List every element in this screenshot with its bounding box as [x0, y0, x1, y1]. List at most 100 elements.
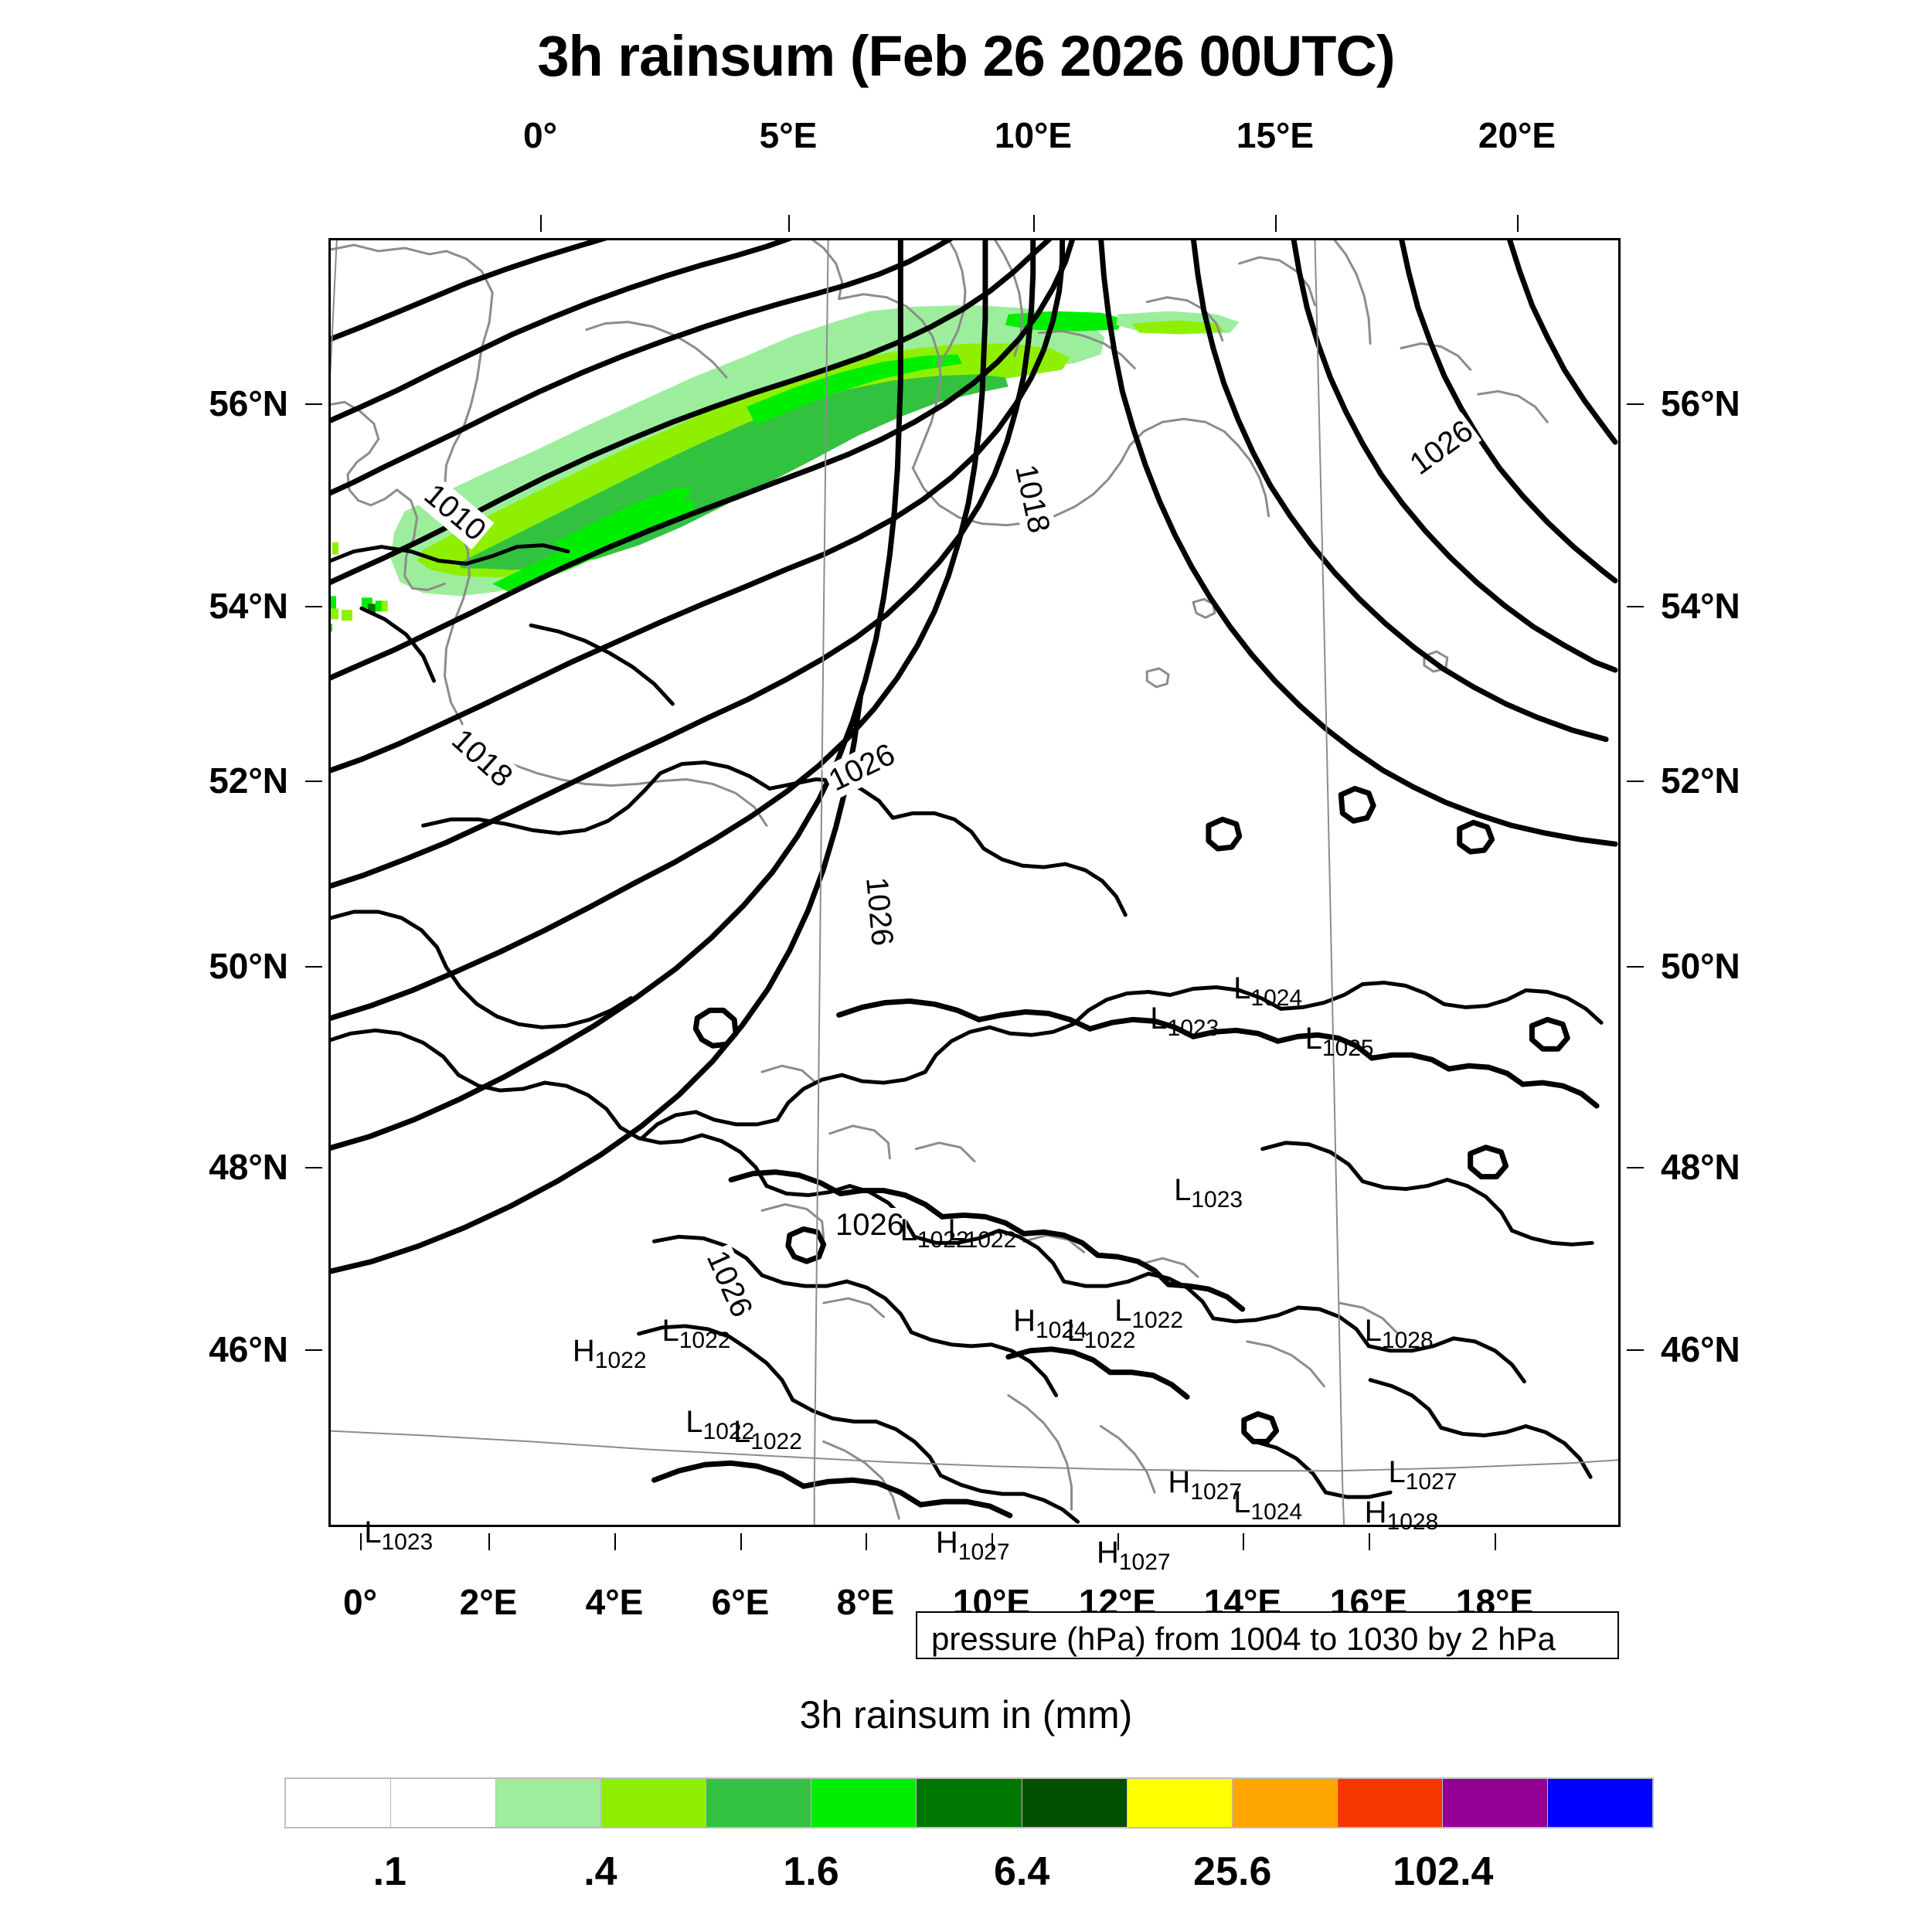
- axis-tick: [866, 1533, 867, 1550]
- top-axis-label-3: 15°E: [1236, 115, 1315, 155]
- pressure-center-type: L: [1233, 971, 1251, 1006]
- pressure-center-value: 1028: [1381, 1328, 1434, 1354]
- colorbar-cell-9[interactable]: [1232, 1779, 1338, 1827]
- colorbar[interactable]: [284, 1777, 1654, 1828]
- axis-tick: [992, 1533, 993, 1550]
- colorbar-cell-2[interactable]: [496, 1779, 602, 1827]
- left-axis-label-0: 56°N: [209, 383, 288, 423]
- pressure-center-value: 1027: [957, 1539, 1010, 1565]
- pressure-center-h-9: H1024: [1013, 1305, 1087, 1342]
- pressure-center-type: H: [935, 1526, 958, 1560]
- top-axis-label-0: 0°: [523, 115, 557, 155]
- colorbar-cell-6[interactable]: [917, 1779, 1022, 1827]
- axis-tick: [1117, 1533, 1119, 1550]
- pressure-center-value: 1027: [1190, 1478, 1243, 1505]
- axis-tick: [488, 1533, 490, 1550]
- colorbar-cell-8[interactable]: [1127, 1779, 1233, 1827]
- top-axis-label-2: 10°E: [994, 115, 1073, 155]
- pressure-center-type: L: [1388, 1454, 1406, 1489]
- axis-tick: [1627, 403, 1644, 405]
- pressure-center-type: H: [572, 1334, 595, 1369]
- axis-tick: [540, 215, 542, 232]
- pressure-center-value: 1024: [1250, 985, 1303, 1012]
- pressure-center-type: H: [1364, 1495, 1387, 1529]
- pressure-center-h-19: H1027: [936, 1527, 1010, 1564]
- axis-tick: [305, 606, 322, 607]
- pressure-center-l-6: L1022: [1114, 1295, 1183, 1332]
- bottom-axis-label-2: 4°E: [585, 1582, 644, 1622]
- pressure-center-l-11: L1028: [1365, 1315, 1434, 1352]
- page-title: 3h rainsum (Feb 26 2026 00UTC): [537, 24, 1395, 88]
- pressure-center-l-16: L1027: [1389, 1457, 1458, 1494]
- right-axis-label-2: 52°N: [1661, 760, 1740, 801]
- pressure-center-value: 1022: [964, 1227, 1017, 1253]
- pressure-center-l-3: L1023: [1174, 1175, 1243, 1212]
- pressure-center-type: H: [1013, 1304, 1036, 1338]
- pressure-center-value: 1024: [1035, 1318, 1087, 1344]
- pressure-center-value: 1027: [1118, 1549, 1171, 1576]
- colorbar-cell-4[interactable]: [706, 1779, 812, 1827]
- pressure-center-l-7: L1022: [662, 1315, 730, 1352]
- pressure-center-value: 1025: [1321, 1036, 1374, 1062]
- right-axis-label-4: 48°N: [1661, 1147, 1740, 1187]
- colorbar-cell-11[interactable]: [1442, 1779, 1548, 1827]
- bottom-axis-label-3: 6°E: [711, 1582, 770, 1622]
- right-axis-label-3: 50°N: [1661, 946, 1740, 986]
- pressure-center-h-8: H1022: [573, 1335, 647, 1372]
- axis-tick: [614, 1533, 616, 1550]
- axis-tick: [1033, 215, 1035, 232]
- pressure-center-h-17: H1028: [1365, 1497, 1439, 1534]
- pressure-center-value: 1023: [381, 1529, 434, 1555]
- bottom-axis-label-0: 0°: [343, 1582, 377, 1622]
- pressure-center-value: 1024: [1250, 1498, 1303, 1525]
- left-axis-label-2: 52°N: [209, 760, 288, 801]
- pressure-center-value: 1022: [594, 1348, 647, 1374]
- axis-tick: [1243, 1533, 1244, 1550]
- colorbar-cell-5[interactable]: [811, 1779, 917, 1827]
- pressure-center-value: 1027: [1405, 1468, 1458, 1495]
- pressure-center-type: L: [662, 1314, 679, 1349]
- pressure-center-type: L: [1066, 1314, 1084, 1349]
- pressure-center-type: L: [947, 1213, 965, 1248]
- pressure-center-h-14: H1027: [1168, 1467, 1242, 1504]
- map-graphic: [331, 240, 1618, 1525]
- colorbar-cell-7[interactable]: [1022, 1779, 1128, 1827]
- axis-tick: [360, 1533, 362, 1550]
- colorbar-label-4: 25.6: [1193, 1849, 1272, 1894]
- axis-tick: [740, 1533, 742, 1550]
- pressure-center-l-18: L1023: [364, 1517, 433, 1554]
- axis-tick: [1369, 1533, 1370, 1550]
- colorbar-cell-12[interactable]: [1547, 1779, 1653, 1827]
- right-axis-label-5: 46°N: [1661, 1329, 1740, 1369]
- pressure-center-type: L: [1364, 1314, 1382, 1349]
- colorbar-label-2: 1.6: [783, 1849, 839, 1894]
- axis-tick: [305, 1167, 322, 1168]
- colorbar-cell-0[interactable]: [286, 1779, 392, 1827]
- colorbar-cell-3[interactable]: [601, 1779, 707, 1827]
- contour-label: 1026: [833, 1208, 906, 1243]
- pressure-center-type: L: [1304, 1022, 1322, 1056]
- colorbar-cell-1[interactable]: [391, 1779, 497, 1827]
- axis-tick: [1627, 1349, 1644, 1351]
- axis-tick: [305, 966, 322, 968]
- pressure-center-l-1: L1024: [1233, 973, 1302, 1010]
- pressure-center-l-0: L1023: [1150, 1003, 1219, 1040]
- pressure-center-l-4: L1022: [900, 1215, 969, 1252]
- left-axis-label-3: 50°N: [209, 946, 288, 986]
- axis-tick: [1627, 781, 1644, 782]
- axis-tick: [1495, 1533, 1496, 1550]
- axis-tick: [1627, 966, 1644, 968]
- graticule: [331, 240, 1618, 1525]
- colorbar-cell-10[interactable]: [1337, 1779, 1443, 1827]
- axis-tick: [1517, 215, 1519, 232]
- colorbar-label-1: .4: [583, 1849, 617, 1894]
- country-borders: [331, 543, 1604, 1524]
- right-axis-label-1: 54°N: [1661, 586, 1740, 626]
- contour-label: 1026: [858, 873, 900, 950]
- pressure-center-value: 1022: [1131, 1308, 1184, 1334]
- bottom-axis-label-1: 2°E: [459, 1582, 518, 1622]
- pressure-center-value: 1022: [917, 1227, 969, 1253]
- colorbar-label-5: 102.4: [1393, 1849, 1494, 1894]
- pressure-center-h-20: H1027: [1097, 1537, 1171, 1574]
- pressure-center-type: L: [685, 1404, 703, 1439]
